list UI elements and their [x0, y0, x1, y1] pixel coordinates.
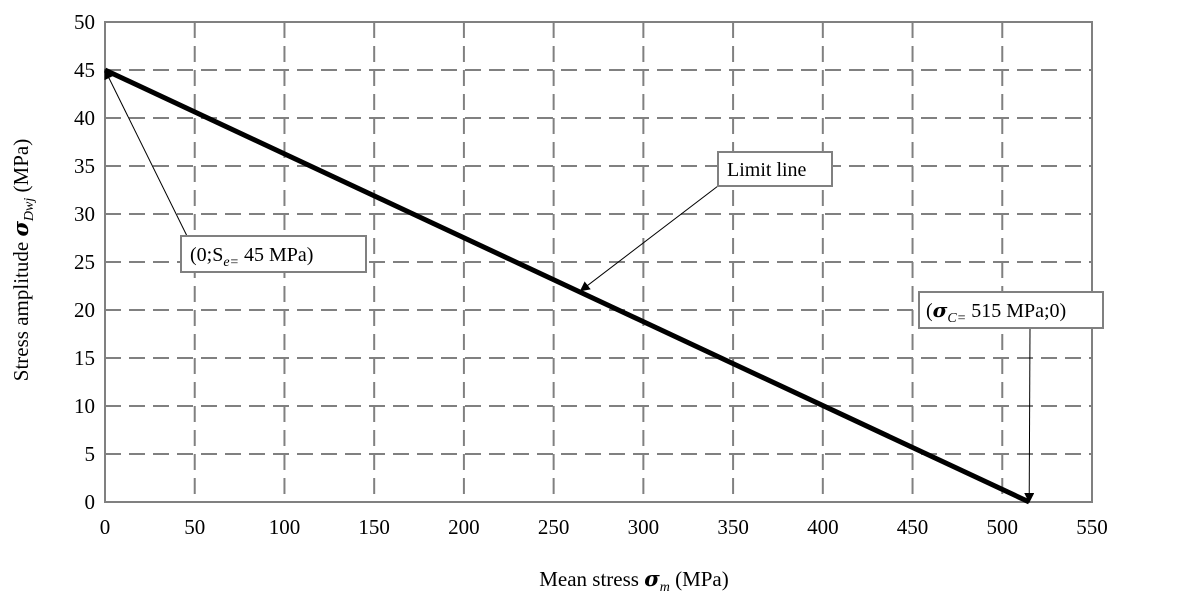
x-tick-label: 150	[358, 515, 390, 539]
x-tick-label: 400	[807, 515, 839, 539]
y-tick-label: 0	[85, 490, 96, 514]
y-tick-label: 40	[74, 106, 95, 130]
endurance-limit-label-close: 45 MPa)	[239, 244, 313, 266]
x-tick-label: 100	[269, 515, 301, 539]
y-tick-label: 25	[74, 250, 95, 274]
series-layer	[103, 67, 1031, 505]
x-tick-label: 250	[538, 515, 570, 539]
endurance-limit-pointer	[104, 69, 188, 237]
annotation-endurance-limit: (0;Se= 45 MPa)	[104, 69, 367, 273]
y-tick-label: 30	[74, 202, 95, 226]
limit-line-label-box	[717, 151, 833, 187]
x-tick-label: 350	[717, 515, 749, 539]
y-axis-ticks: 0 5 10 15 20 25 30 35 40 45 50	[74, 10, 95, 514]
compressive-strength-label-sub: C=	[947, 311, 966, 326]
x-tick-label: 0	[100, 515, 111, 539]
limit-line-pointer	[579, 185, 719, 292]
endurance-limit-label-open: (0;S	[190, 244, 223, 266]
x-axis-title: Mean stress σm (MPa)	[539, 566, 729, 595]
y-axis-title: Stress amplitude σDwj (MPa)	[8, 139, 37, 381]
x-tick-label: 50	[184, 515, 205, 539]
compressive-strength-pointer	[1024, 327, 1035, 503]
x-axis-title-sub: m	[660, 580, 670, 595]
x-tick-label: 550	[1076, 515, 1108, 539]
y-tick-label: 20	[74, 298, 95, 322]
y-axis-title-suffix: (MPa)	[9, 139, 33, 198]
x-tick-label: 450	[897, 515, 929, 539]
annotation-limit-line: Limit line	[579, 151, 833, 292]
y-tick-label: 10	[74, 394, 95, 418]
compressive-strength-label-box	[918, 291, 1104, 329]
x-axis-title-symbol: σ	[644, 566, 660, 591]
y-tick-label: 15	[74, 346, 95, 370]
compressive-strength-label-close: 515 MPa;0)	[966, 300, 1066, 322]
endurance-limit-label-box	[180, 235, 367, 273]
y-tick-label: 5	[85, 442, 96, 466]
limit-line-label: Limit line	[727, 159, 807, 181]
y-tick-label: 35	[74, 154, 95, 178]
x-tick-label: 500	[987, 515, 1019, 539]
compressive-strength-label-open: (	[926, 300, 933, 322]
series-line	[103, 67, 1031, 505]
x-axis-title-suffix: (MPa)	[670, 567, 729, 591]
y-axis-title-sub: Dwj	[22, 198, 37, 222]
endurance-limit-label-sub: e=	[223, 255, 239, 270]
x-tick-label: 300	[628, 515, 660, 539]
y-axis-title-prefix: Stress amplitude	[9, 237, 33, 382]
y-axis-title-symbol: σ	[8, 221, 33, 237]
endurance-limit-label: (0;Se= 45 MPa)	[190, 244, 313, 270]
annotation-compressive-strength: (σC= 515 MPa;0)	[918, 291, 1104, 503]
x-axis-title-prefix: Mean stress	[539, 567, 644, 591]
y-tick-label: 50	[74, 10, 95, 34]
x-axis-ticks: 0 50 100 150 200 250 300 350 400 450 500 550	[100, 515, 1108, 539]
y-tick-label: 45	[74, 58, 95, 82]
compressive-strength-label-symbol: σ	[933, 298, 948, 322]
compressive-strength-label: (σC= 515 MPa;0)	[926, 298, 1066, 326]
x-tick-label: 200	[448, 515, 480, 539]
grid	[105, 22, 1092, 502]
